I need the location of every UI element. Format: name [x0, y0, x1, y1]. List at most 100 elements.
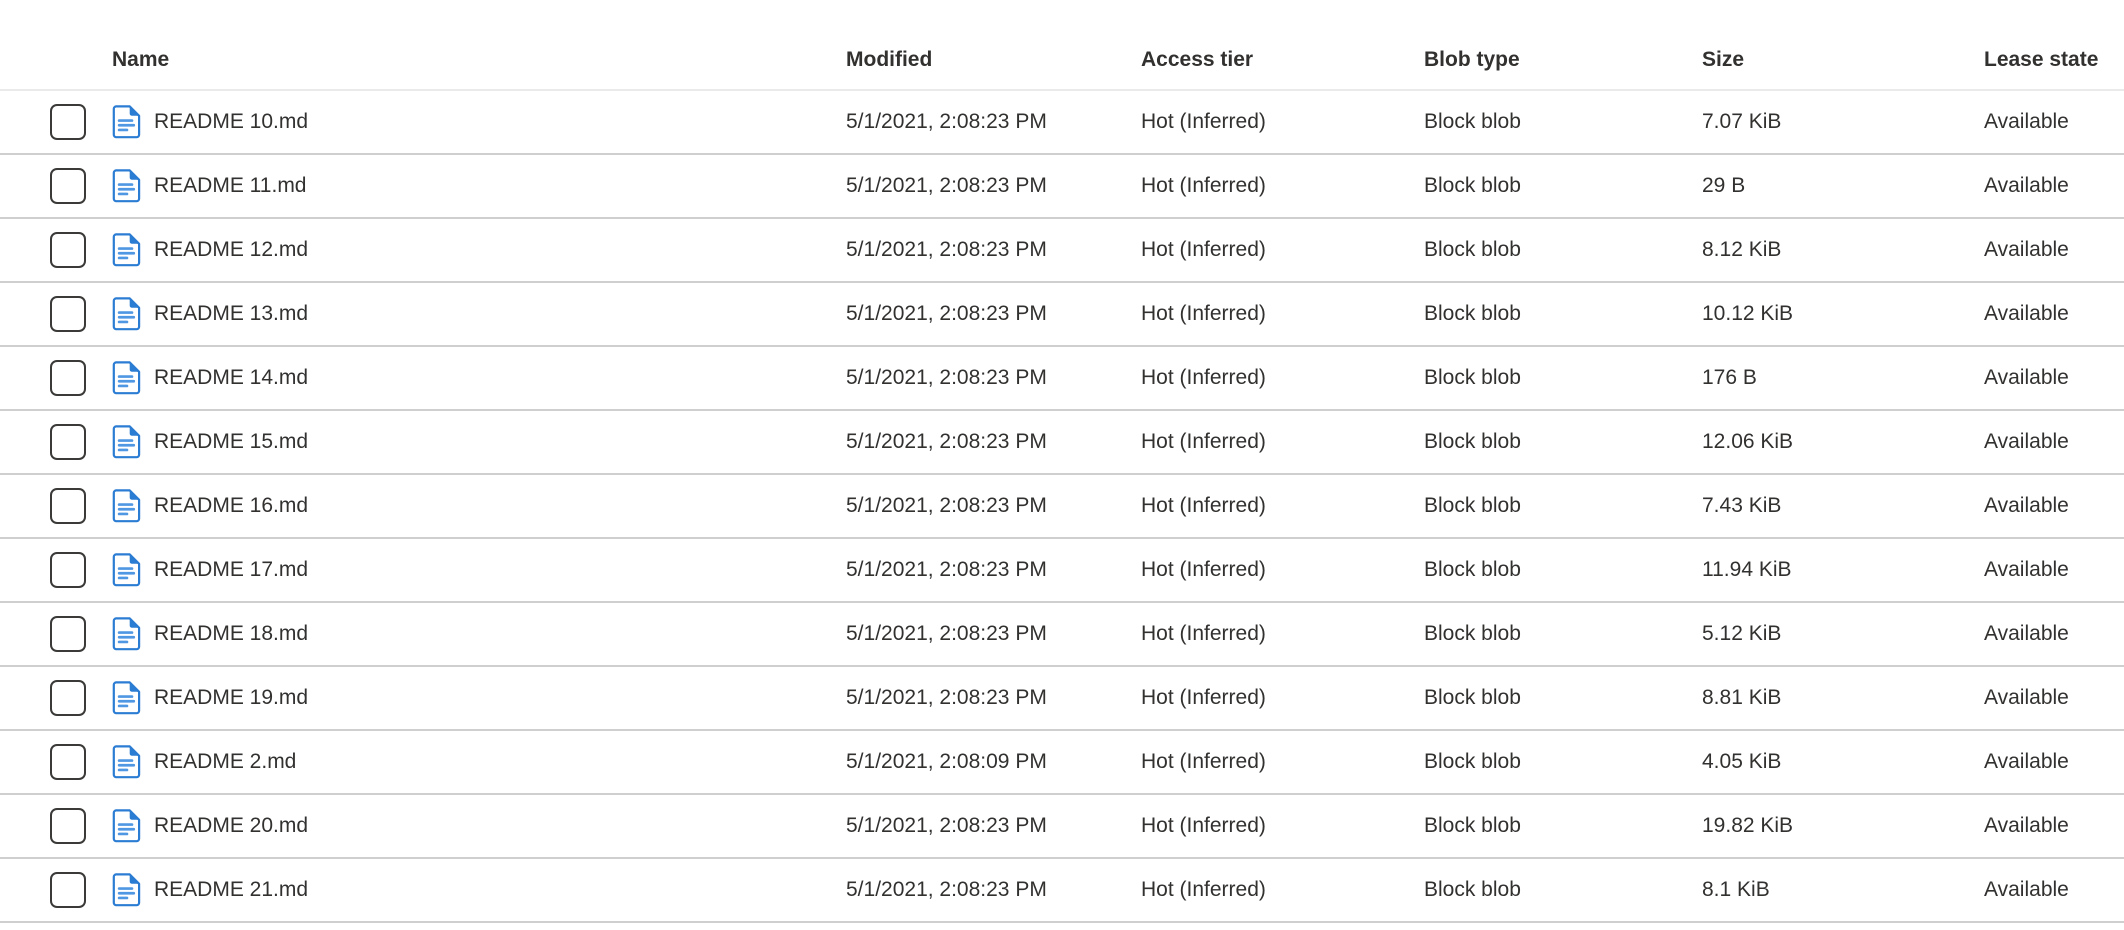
blob-size: 29 B: [1702, 174, 1746, 197]
blob-access-tier: Hot (Inferred): [1141, 430, 1266, 453]
table-row[interactable]: README 19.md 5/1/2021, 2:08:23 PM Hot (I…: [0, 667, 2124, 731]
row-checkbox[interactable]: [50, 616, 86, 652]
blob-type: Block blob: [1424, 878, 1521, 901]
file-icon: [112, 873, 141, 907]
file-icon: [112, 681, 141, 715]
blob-access-tier: Hot (Inferred): [1141, 622, 1266, 645]
blob-name-link[interactable]: README 12.md: [154, 238, 309, 261]
table-row[interactable]: README 14.md 5/1/2021, 2:08:23 PM Hot (I…: [0, 347, 2124, 411]
blob-lease-state: Available: [1984, 238, 2069, 261]
blob-modified: 5/1/2021, 2:08:23 PM: [846, 494, 1047, 517]
blob-name-link[interactable]: README 21.md: [154, 878, 309, 901]
column-header-lease-state[interactable]: Lease state: [1984, 48, 2099, 71]
row-checkbox[interactable]: [50, 296, 86, 332]
blob-name-link[interactable]: README 10.md: [154, 110, 309, 133]
blob-name-link[interactable]: README 14.md: [154, 366, 309, 389]
blob-size: 10.12 KiB: [1702, 302, 1794, 325]
blob-lease-state: Available: [1984, 174, 2069, 197]
table-row[interactable]: README 20.md 5/1/2021, 2:08:23 PM Hot (I…: [0, 795, 2124, 859]
table-row[interactable]: README 12.md 5/1/2021, 2:08:23 PM Hot (I…: [0, 219, 2124, 283]
file-icon: [112, 425, 141, 459]
row-checkbox[interactable]: [50, 232, 86, 268]
file-icon: [112, 361, 141, 395]
blob-type: Block blob: [1424, 430, 1521, 453]
blob-size: 4.05 KiB: [1702, 750, 1782, 773]
blob-lease-state: Available: [1984, 750, 2069, 773]
blob-name-link[interactable]: README 20.md: [154, 814, 309, 837]
blob-lease-state: Available: [1984, 494, 2069, 517]
blob-lease-state: Available: [1984, 558, 2069, 581]
blob-name-link[interactable]: README 17.md: [154, 558, 309, 581]
file-icon: [112, 489, 141, 523]
blob-name-link[interactable]: README 18.md: [154, 622, 309, 645]
blob-modified: 5/1/2021, 2:08:23 PM: [846, 430, 1047, 453]
blob-size: 7.43 KiB: [1702, 494, 1782, 517]
table-body: README 10.md 5/1/2021, 2:08:23 PM Hot (I…: [0, 91, 2124, 923]
blob-modified: 5/1/2021, 2:08:23 PM: [846, 878, 1047, 901]
blob-type: Block blob: [1424, 110, 1521, 133]
file-icon: [112, 169, 141, 203]
blob-name-link[interactable]: README 13.md: [154, 302, 309, 325]
file-icon: [112, 809, 141, 843]
table-row[interactable]: README 10.md 5/1/2021, 2:08:23 PM Hot (I…: [0, 91, 2124, 155]
blob-lease-state: Available: [1984, 878, 2069, 901]
blob-name-link[interactable]: README 11.md: [154, 174, 307, 197]
blob-name-link[interactable]: README 19.md: [154, 686, 309, 709]
blob-modified: 5/1/2021, 2:08:23 PM: [846, 686, 1047, 709]
column-header-modified[interactable]: Modified: [846, 48, 933, 71]
blob-name-link[interactable]: README 2.md: [154, 750, 297, 773]
blob-access-tier: Hot (Inferred): [1141, 878, 1266, 901]
row-checkbox[interactable]: [50, 104, 86, 140]
blob-name-link[interactable]: README 16.md: [154, 494, 309, 517]
blob-type: Block blob: [1424, 174, 1521, 197]
blob-access-tier: Hot (Inferred): [1141, 302, 1266, 325]
blob-type: Block blob: [1424, 750, 1521, 773]
row-checkbox[interactable]: [50, 680, 86, 716]
column-header-name[interactable]: Name: [112, 48, 170, 71]
blob-size: 7.07 KiB: [1702, 110, 1782, 133]
table-row[interactable]: README 16.md 5/1/2021, 2:08:23 PM Hot (I…: [0, 475, 2124, 539]
row-checkbox[interactable]: [50, 808, 86, 844]
blob-size: 8.1 KiB: [1702, 878, 1770, 901]
row-checkbox[interactable]: [50, 424, 86, 460]
blob-type: Block blob: [1424, 686, 1521, 709]
table-row[interactable]: README 17.md 5/1/2021, 2:08:23 PM Hot (I…: [0, 539, 2124, 603]
blob-size: 8.12 KiB: [1702, 238, 1782, 261]
blob-modified: 5/1/2021, 2:08:23 PM: [846, 558, 1047, 581]
table-row[interactable]: README 13.md 5/1/2021, 2:08:23 PM Hot (I…: [0, 283, 2124, 347]
blob-lease-state: Available: [1984, 366, 2069, 389]
file-icon: [112, 297, 141, 331]
blob-modified: 5/1/2021, 2:08:23 PM: [846, 814, 1047, 837]
blob-type: Block blob: [1424, 814, 1521, 837]
blob-type: Block blob: [1424, 558, 1521, 581]
blob-size: 11.94 KiB: [1702, 558, 1792, 581]
blob-size: 8.81 KiB: [1702, 686, 1782, 709]
table-row[interactable]: README 18.md 5/1/2021, 2:08:23 PM Hot (I…: [0, 603, 2124, 667]
blob-type: Block blob: [1424, 494, 1521, 517]
row-checkbox[interactable]: [50, 552, 86, 588]
row-checkbox[interactable]: [50, 744, 86, 780]
blob-access-tier: Hot (Inferred): [1141, 366, 1266, 389]
file-icon: [112, 745, 141, 779]
blob-lease-state: Available: [1984, 686, 2069, 709]
table-row[interactable]: README 15.md 5/1/2021, 2:08:23 PM Hot (I…: [0, 411, 2124, 475]
blob-name-link[interactable]: README 15.md: [154, 430, 309, 453]
column-header-size[interactable]: Size: [1702, 48, 1745, 71]
table-row[interactable]: README 11.md 5/1/2021, 2:08:23 PM Hot (I…: [0, 155, 2124, 219]
blob-modified: 5/1/2021, 2:08:23 PM: [846, 174, 1047, 197]
row-checkbox[interactable]: [50, 168, 86, 204]
column-header-access-tier[interactable]: Access tier: [1141, 48, 1254, 71]
blob-modified: 5/1/2021, 2:08:09 PM: [846, 750, 1047, 773]
blob-lease-state: Available: [1984, 814, 2069, 837]
file-icon: [112, 233, 141, 267]
row-checkbox[interactable]: [50, 360, 86, 396]
blob-lease-state: Available: [1984, 430, 2069, 453]
row-checkbox[interactable]: [50, 488, 86, 524]
blob-type: Block blob: [1424, 622, 1521, 645]
file-icon: [112, 553, 141, 587]
row-checkbox[interactable]: [50, 872, 86, 908]
table-row[interactable]: README 21.md 5/1/2021, 2:08:23 PM Hot (I…: [0, 859, 2124, 923]
table-row[interactable]: README 2.md 5/1/2021, 2:08:09 PM Hot (In…: [0, 731, 2124, 795]
column-header-blob-type[interactable]: Blob type: [1424, 48, 1520, 71]
